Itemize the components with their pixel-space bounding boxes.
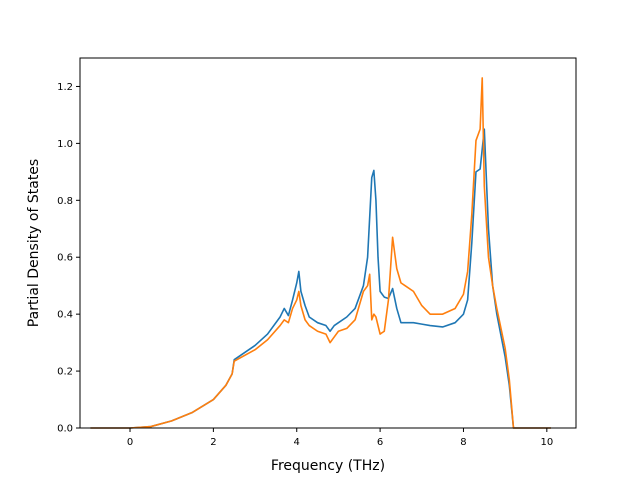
y-axis-ticks: 0.0 0.2 0.4 0.6 0.8 1.0 1.2 — [57, 82, 80, 435]
x-tick-label: 6 — [377, 437, 383, 448]
y-tick-label: 0.8 — [57, 196, 73, 207]
series-line-2 — [90, 77, 551, 429]
x-tick-label: 8 — [460, 437, 466, 448]
x-tick-label: 10 — [540, 437, 553, 448]
x-tick-label: 4 — [294, 437, 300, 448]
y-axis-label: Partial Density of States — [26, 159, 42, 327]
y-tick-label: 0.2 — [57, 367, 73, 378]
plot-area-frame — [79, 57, 577, 429]
x-tick-label: 0 — [127, 437, 133, 448]
y-tick-label: 0.4 — [57, 310, 73, 321]
x-tick-label: 2 — [210, 437, 216, 448]
x-axis-label: Frequency (THz) — [271, 458, 385, 474]
series-line-1 — [90, 128, 551, 429]
y-tick-label: 1.0 — [57, 139, 73, 150]
series-layer — [90, 77, 551, 429]
x-axis-ticks: 0 2 4 6 8 10 — [127, 428, 553, 448]
y-tick-label: 0.0 — [57, 424, 73, 435]
y-tick-label: 1.2 — [57, 82, 73, 93]
y-tick-label: 0.6 — [57, 253, 73, 264]
